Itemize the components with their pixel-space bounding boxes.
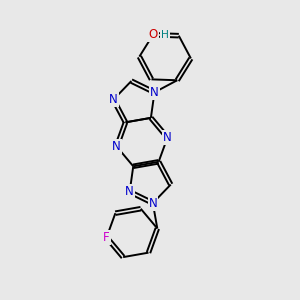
Text: N: N <box>109 93 118 106</box>
Text: N: N <box>150 86 159 99</box>
Text: F: F <box>103 231 110 244</box>
Text: N: N <box>163 131 172 144</box>
Text: O: O <box>148 28 158 41</box>
Text: H: H <box>161 30 169 40</box>
Text: N: N <box>148 196 157 210</box>
Text: N: N <box>125 185 134 198</box>
Text: N: N <box>112 140 121 153</box>
